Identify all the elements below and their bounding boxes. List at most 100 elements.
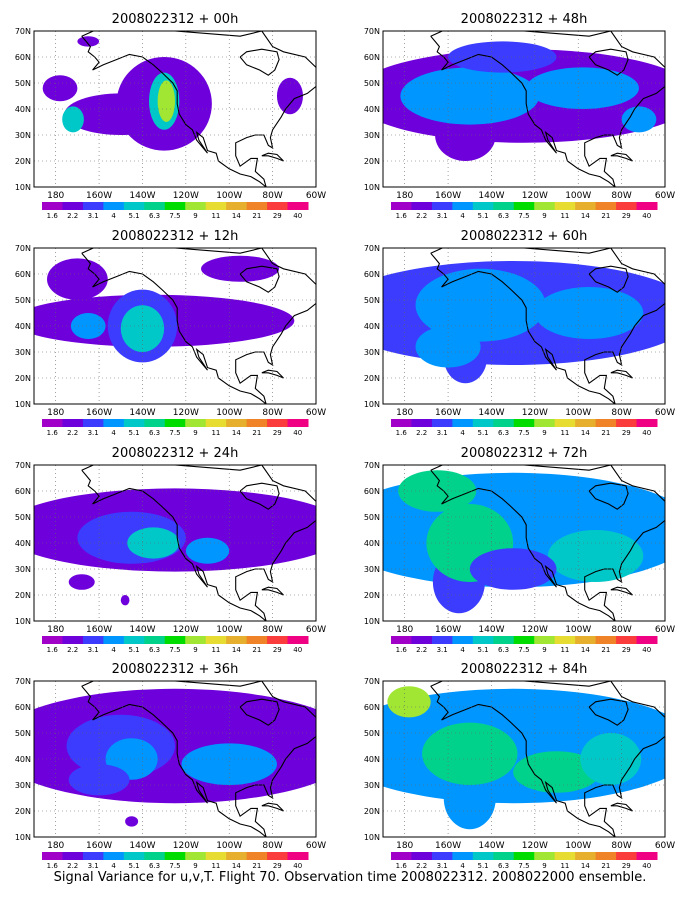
colorbar-swatch — [616, 636, 638, 644]
lat-tick-label: 20N — [15, 157, 31, 166]
colorbar-swatch — [267, 419, 289, 427]
colorbar-swatch — [144, 636, 166, 644]
variance-contour — [201, 255, 280, 282]
variance-contour — [70, 313, 106, 339]
coastline-path — [430, 31, 665, 187]
colorbar-label: 6.3 — [498, 212, 509, 220]
coastline — [81, 31, 316, 187]
lon-tick-label: 140W — [478, 408, 504, 418]
variance-contour — [448, 41, 557, 73]
lon-tick-label: 140W — [129, 625, 155, 635]
colorbar-swatch — [62, 636, 84, 644]
lon-tick-label: 100W — [216, 408, 242, 418]
lon-tick-label: 160W — [86, 191, 112, 201]
colorbar-label: 21 — [252, 429, 261, 437]
colorbar-label: 21 — [252, 862, 261, 870]
colorbar-label: 1.6 — [47, 862, 59, 870]
colorbar-label: 9 — [542, 429, 546, 437]
colorbar-swatch — [493, 852, 515, 860]
variance-contour — [127, 527, 180, 559]
lat-tick-label: 30N — [364, 131, 380, 140]
lat-tick-label: 30N — [364, 781, 380, 790]
colorbar-swatch — [513, 419, 535, 427]
variance-contour — [387, 686, 431, 718]
colorbar-swatch — [42, 202, 63, 210]
map-frame — [33, 464, 317, 622]
variance-contour — [547, 530, 644, 582]
colorbar-label: 5.1 — [478, 212, 489, 220]
lat-tick-label: 40N — [15, 105, 31, 114]
variance-contour — [621, 106, 657, 133]
colorbar-swatch — [534, 419, 556, 427]
variance-contour — [77, 36, 100, 47]
colorbar-label: 40 — [293, 862, 302, 870]
lon-tick-label: 180 — [47, 191, 64, 201]
colorbar-swatch — [246, 636, 268, 644]
colorbar-swatch — [267, 852, 289, 860]
colorbar-label: 7.5 — [518, 429, 529, 437]
colorbar-swatch — [534, 852, 556, 860]
colorbar-swatch — [391, 852, 412, 860]
colorbar-label: 5.1 — [478, 862, 489, 870]
lat-tick-label: 10N — [15, 400, 31, 409]
coastline — [430, 31, 665, 187]
colorbar-label: 11 — [211, 862, 220, 870]
lon-tick-label: 120W — [522, 191, 548, 201]
lon-tick-label: 160W — [435, 408, 461, 418]
lon-tick-label: 80W — [262, 625, 282, 635]
lon-tick-label: 80W — [611, 408, 631, 418]
colorbar-swatch — [595, 852, 617, 860]
lon-tick-label: 160W — [435, 625, 461, 635]
lon-tick-label: 180 — [47, 408, 64, 418]
lon-tick-label: 60W — [655, 625, 675, 635]
colorbar-swatch — [595, 202, 617, 210]
colorbar-label: 14 — [232, 862, 241, 870]
colorbar-label: 4 — [111, 429, 116, 437]
lat-tick-label: 10N — [15, 183, 31, 192]
colorbar-swatch — [42, 419, 63, 427]
lat-tick-label: 40N — [364, 105, 380, 114]
coastline — [81, 248, 316, 404]
colorbar-label: 5.1 — [129, 646, 140, 654]
colorbar-swatch — [123, 202, 145, 210]
lon-tick-label: 80W — [611, 841, 631, 851]
colorbar-label: 9 — [193, 212, 197, 220]
lon-tick-label: 60W — [306, 625, 326, 635]
lat-tick-label: 30N — [15, 131, 31, 140]
lat-tick-label: 20N — [15, 591, 31, 600]
lat-tick-label: 40N — [15, 755, 31, 764]
colorbar-label: 9 — [193, 429, 197, 437]
colorbar-label: 6.3 — [498, 429, 509, 437]
coastline-path — [261, 369, 284, 379]
lon-tick-label: 160W — [435, 841, 461, 851]
colorbar-label: 11 — [211, 212, 220, 220]
colorbar-label: 14 — [581, 646, 590, 654]
lon-tick-label: 140W — [129, 841, 155, 851]
lon-tick-label: 180 — [396, 408, 413, 418]
colorbar-label: 5.1 — [129, 429, 140, 437]
variance-contour — [415, 326, 481, 368]
map-panel: 2008022312 + 72h 10N 20N 30N 40N 50N 60N 70N 180… — [364, 446, 675, 654]
map-frame — [33, 30, 317, 188]
colorbar-swatch — [513, 202, 535, 210]
lon-tick-label: 180 — [396, 841, 413, 851]
colorbar-label: 7.5 — [518, 862, 529, 870]
lat-tick-label: 20N — [364, 157, 380, 166]
lat-tick-label: 40N — [15, 322, 31, 331]
variance-contour — [534, 287, 644, 339]
colorbar-swatch — [391, 202, 412, 210]
colorbar-label: 11 — [211, 646, 220, 654]
panel-title: 2008022312 + 36h — [112, 662, 239, 677]
colorbar-swatch — [391, 419, 412, 427]
colorbar-label: 40 — [642, 646, 651, 654]
colorbar-swatch — [534, 202, 556, 210]
colorbar-swatch — [82, 852, 104, 860]
map-panel: 2008022312 + 60h 10N 20N 30N 40N 50N 60N 70N 180… — [364, 229, 675, 437]
colorbar-label: 3.1 — [437, 429, 448, 437]
coastline-path — [588, 698, 629, 726]
coastline-path — [610, 586, 633, 596]
panel-title: 2008022312 + 84h — [461, 662, 588, 677]
variance-contour — [68, 574, 95, 590]
colorbar-label: 1.6 — [47, 212, 59, 220]
colorbar-label: 7.5 — [169, 212, 180, 220]
